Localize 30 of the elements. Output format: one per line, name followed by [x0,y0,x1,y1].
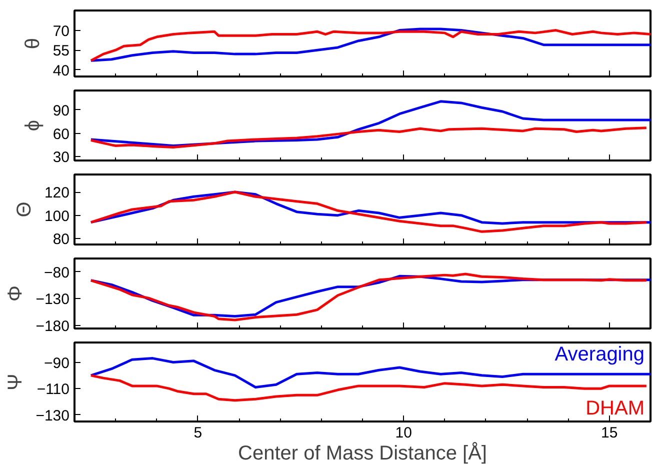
y-tick-label: 100 [44,208,70,225]
y-axis-title: θ [22,38,44,50]
series-label: DHAM [586,398,645,420]
y-tick-label: −130 [36,291,70,308]
y-tick-label: −90 [44,354,70,372]
y-tick-label: 120 [44,184,70,202]
y-tick-label: 40 [52,62,70,80]
y-tick-label: 70 [52,22,70,40]
y-axis-title: Θ [13,202,36,218]
y-tick-label: 60 [52,126,70,143]
series-label: Averaging [554,344,645,366]
line-series [90,374,648,402]
y-tick-label: −130 [36,407,70,424]
y-tick-label: 30 [52,149,70,166]
y-axis-title: ϕ [22,120,44,132]
x-tick-label: 10 [395,424,412,442]
y-tick-label: −110 [36,381,70,398]
x-axis-title: Center of Mass Distance [Å] [238,442,487,464]
line-series [90,126,648,149]
y-axis-title: Φ [4,286,27,302]
y-tick-label: 90 [52,102,70,120]
y-tick-label: −180 [36,318,70,335]
x-tick-label: 15 [601,424,618,442]
y-tick-label: 55 [52,42,70,60]
line-series [90,190,648,233]
y-tick-label: −80 [44,264,70,282]
y-axis-title: Ψ [4,374,27,390]
line-series [90,100,650,147]
y-tick-label: 80 [52,231,70,248]
x-tick-label: 5 [194,424,202,442]
